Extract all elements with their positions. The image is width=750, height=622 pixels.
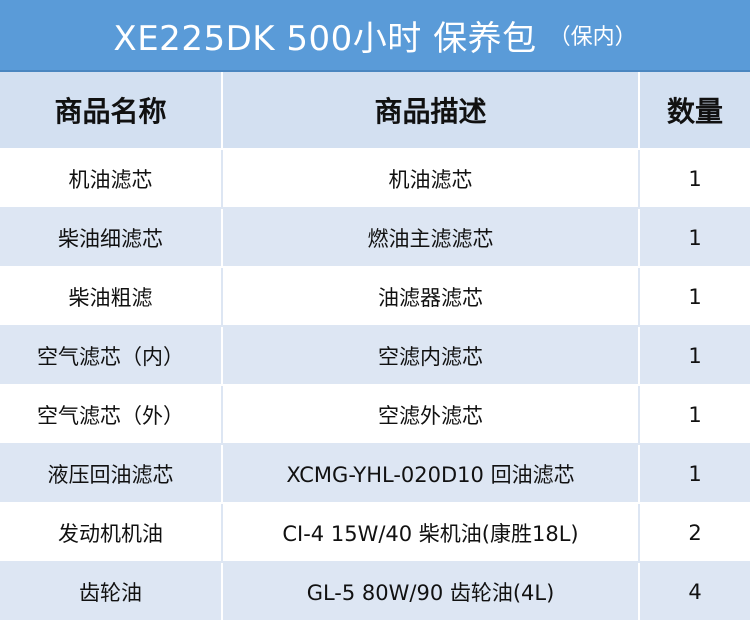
cell-product-name: 液压回油滤芯 <box>0 444 223 504</box>
cell-product-name: 齿轮油 <box>0 562 223 622</box>
header-product-name: 商品名称 <box>0 72 223 150</box>
cell-quantity: 1 <box>639 267 750 327</box>
cell-product-name: 发动机机油 <box>0 503 223 563</box>
cell-quantity: 1 <box>639 208 750 268</box>
cell-product-name: 柴油粗滤 <box>0 267 223 327</box>
cell-product-description: XCMG-YHL-020D10 回油滤芯 <box>222 444 640 504</box>
cell-product-description: 燃油主滤滤芯 <box>222 208 640 268</box>
table-row: 发动机机油 CI-4 15W/40 柴机油(康胜18L) 2 <box>0 503 750 563</box>
header-product-description: 商品描述 <box>222 72 640 150</box>
title-bar: XE225DK 500小时 保养包 （保内） <box>0 0 750 72</box>
cell-product-name: 空气滤芯（内） <box>0 326 223 386</box>
cell-quantity: 4 <box>639 562 750 622</box>
cell-product-description: 油滤器滤芯 <box>222 267 640 327</box>
table-row: 柴油粗滤 油滤器滤芯 1 <box>0 267 750 327</box>
cell-quantity: 1 <box>639 149 750 209</box>
table-row: 机油滤芯 机油滤芯 1 <box>0 149 750 209</box>
table-row: 柴油细滤芯 燃油主滤滤芯 1 <box>0 208 750 268</box>
cell-product-description: GL-5 80W/90 齿轮油(4L) <box>222 562 640 622</box>
header-quantity: 数量 <box>639 72 750 150</box>
table-row: 空气滤芯（内） 空滤内滤芯 1 <box>0 326 750 386</box>
cell-quantity: 1 <box>639 385 750 445</box>
table-header-row: 商品名称 商品描述 数量 <box>0 72 750 150</box>
cell-product-description: 空滤内滤芯 <box>222 326 640 386</box>
page-subtitle: （保内） <box>548 25 637 50</box>
cell-product-name: 空气滤芯（外） <box>0 385 223 445</box>
cell-product-description: CI-4 15W/40 柴机油(康胜18L) <box>222 503 640 563</box>
cell-product-description: 空滤外滤芯 <box>222 385 640 445</box>
table-row: 液压回油滤芯 XCMG-YHL-020D10 回油滤芯 1 <box>0 444 750 504</box>
table-row: 齿轮油 GL-5 80W/90 齿轮油(4L) 4 <box>0 562 750 622</box>
cell-quantity: 2 <box>639 503 750 563</box>
cell-product-name: 机油滤芯 <box>0 149 223 209</box>
cell-quantity: 1 <box>639 326 750 386</box>
table-row: 空气滤芯（外） 空滤外滤芯 1 <box>0 385 750 445</box>
product-table: 商品名称 商品描述 数量 机油滤芯 机油滤芯 1 柴油细滤芯 燃油主滤滤芯 1 … <box>0 72 750 622</box>
cell-product-description: 机油滤芯 <box>222 149 640 209</box>
cell-quantity: 1 <box>639 444 750 504</box>
page-title: XE225DK 500小时 保养包 <box>113 18 537 59</box>
cell-product-name: 柴油细滤芯 <box>0 208 223 268</box>
